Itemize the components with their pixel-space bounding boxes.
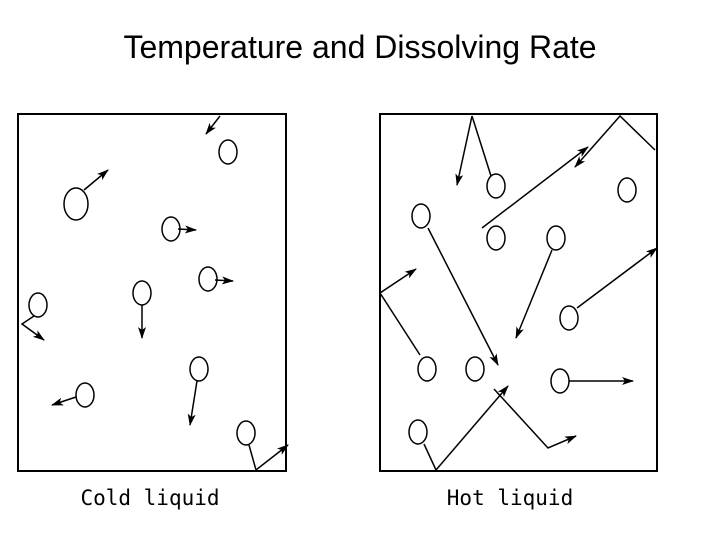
motion-arrow: [177, 225, 197, 234]
motion-arrow: [83, 169, 109, 191]
particle: [63, 187, 89, 221]
hot-panel: Hot liquid: [379, 113, 658, 510]
motion-arrow: [471, 115, 492, 177]
particle: [550, 368, 570, 394]
particle: [559, 305, 579, 331]
particle: [161, 216, 181, 242]
motion-arrow: [493, 388, 577, 449]
motion-arrow: [248, 444, 289, 472]
particle: [189, 356, 209, 382]
motion-arrow: [515, 249, 553, 339]
particle: [417, 356, 437, 382]
container: [17, 113, 287, 472]
particle: [198, 266, 218, 292]
particle: [28, 292, 48, 318]
motion-arrow: [427, 227, 499, 366]
particle: [411, 203, 431, 229]
motion-arrow: [423, 385, 509, 472]
motion-arrow: [379, 268, 417, 294]
motion-arrow: [481, 146, 589, 229]
motion-arrow: [205, 115, 221, 135]
particle: [218, 139, 238, 165]
panel-label: Hot liquid: [447, 486, 573, 510]
cold-panel: Cold liquid: [17, 113, 289, 510]
motion-arrow: [455, 115, 473, 186]
motion-arrow: [574, 114, 656, 168]
particle: [546, 225, 566, 251]
container: [379, 113, 658, 472]
particle: [408, 419, 428, 445]
particle: [132, 280, 152, 306]
motion-arrow: [576, 247, 658, 309]
motion-arrow: [51, 396, 77, 406]
particle: [75, 382, 95, 408]
panel-label: Cold liquid: [80, 486, 219, 510]
particle: [486, 173, 506, 199]
particle: [465, 356, 485, 382]
particle: [617, 177, 637, 203]
motion-arrow: [214, 276, 234, 285]
particle: [486, 225, 506, 251]
motion-arrow: [20, 315, 45, 341]
particle: [236, 420, 256, 446]
motion-arrow: [379, 292, 421, 356]
motion-arrow: [187, 380, 198, 426]
title: Temperature and Dissolving Rate: [123, 29, 596, 65]
